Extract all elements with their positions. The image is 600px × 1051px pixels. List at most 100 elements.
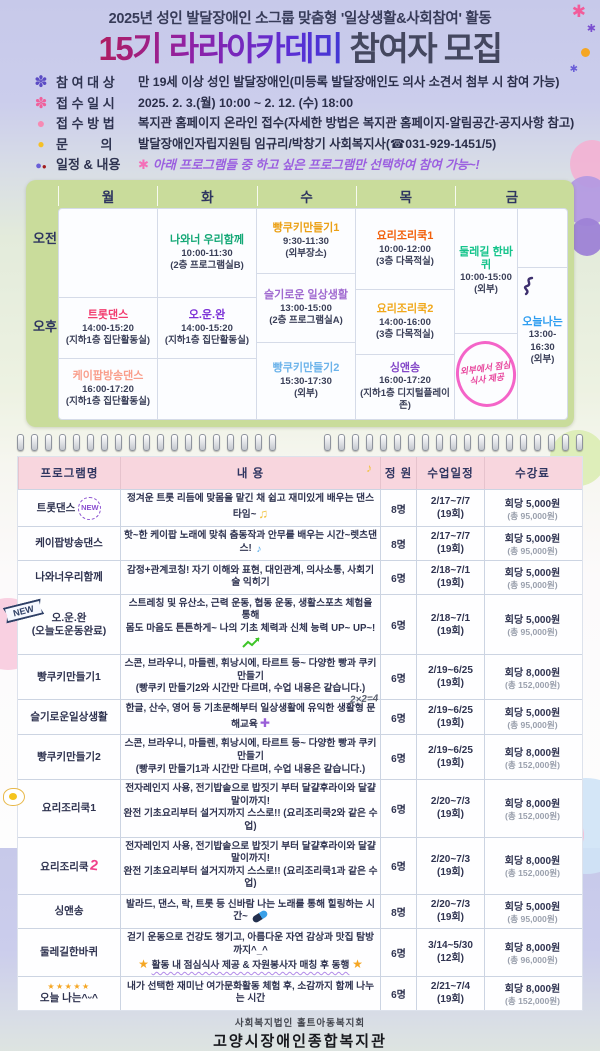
star-icon: ★ <box>138 957 149 972</box>
music-note-icon: ♫ <box>258 505 269 521</box>
binder-ring <box>213 434 220 452</box>
binder-ring <box>548 434 555 452</box>
day-thu: 목 <box>355 186 455 207</box>
info-row-method: ● 접 수 방 법 복지관 홈페이지 온라인 접수(자세한 방법은 복지관 홈페… <box>26 116 600 132</box>
binder-ring <box>422 434 429 452</box>
header: 2025년 성인 발달장애인 소그룹 맞춤형 '일상생활&사회참여' 활동 15… <box>0 0 600 67</box>
program-row-baking1: 빵쿠키만들기1 스콘, 브라우니, 마들렌, 휘낭시에, 타르트 등~ 다양한 … <box>18 654 582 700</box>
col-header-schedule: 수업일정 <box>416 457 484 490</box>
pink-number-2: 2 <box>88 857 99 875</box>
program-row-you-and-me: 나와너우리함께 감정+관계코칭! 자기 이해와 표현, 대인관계, 의사소통, … <box>18 559 582 594</box>
program-row-o-un-wan: NEW 오.운.완 (오늘도운동완료) 스트레칭 및 유산소, 근력 운동, 협동 … <box>18 593 582 655</box>
lunch-note-cell: 외부에서 점심식사 제공 <box>451 334 521 414</box>
info-label: 문 의 <box>56 136 113 152</box>
program-row-kpop-dance: 케이팝방송댄스 핫~한 케이팝 노래에 맞춰 춤동작과 안무를 배우는 시간~렛… <box>18 525 582 560</box>
ring-group <box>324 434 583 452</box>
binder-ring <box>129 434 136 452</box>
program-row-today-i: ★★★★★ 오늘 나는^ᵕ^ 내가 선택한 재미난 여가문화활동 체험 후, 소감… <box>18 975 582 1010</box>
info-label: 참 여 대 상 <box>56 75 115 91</box>
col-header-fee: 수강료 <box>484 457 580 490</box>
column-fri-right: 오늘나는 13:00-16:30 (외부) <box>517 209 567 420</box>
math-doodle: 2×2=4 <box>349 693 379 706</box>
class-cell-baking2: 빵쿠키만들기2 15:30-17:30 (외부) <box>272 362 340 399</box>
col-header-capacity: 정 원 <box>380 457 416 490</box>
binder-ring <box>352 434 359 452</box>
info-section: ✽ 참 여 대 상 만 19세 이상 성인 발달장애인(미등록 발달장애인도 의… <box>26 75 600 174</box>
binder-ring <box>17 434 24 452</box>
up-arrow-icon <box>241 636 260 648</box>
program-table: 프로그램명 내 용 ♪ 정 원 수업일정 수강료 트롯댄스 NEW 정겨운 트롯 리… <box>17 456 583 1011</box>
schedule-note: 아래 프로그램들 중 하고 싶은 프로그램만 선택하여 참여 가능~! <box>152 158 480 173</box>
welfare-center-name: 고양시장애인종합복지관 <box>213 1032 387 1050</box>
binder-ring <box>59 434 66 452</box>
program-row-cook1: 요리조리쿡1 전자레인지 사용, 전기밥솥으로 밥짓기 부터 달걀후라이와 달걀… <box>3 779 582 837</box>
info-value: 만 19세 이상 성인 발달장애인(미등록 발달장애인도 의사 소견서 첨부 시… <box>138 75 560 90</box>
column-thu: 요리조리쿡1 10:00-12:00 (3층 다목적실) 요리조리쿡2 14:0… <box>355 209 454 420</box>
day-wed: 수 <box>256 186 356 207</box>
info-row-schedule: ●● 일정 & 내용 ✱ 아래 프로그램들 중 하고 싶은 프로그램만 선택하여 … <box>26 157 600 174</box>
info-value: ✱ 아래 프로그램들 중 하고 싶은 프로그램만 선택하여 참여 가능~! <box>138 157 600 173</box>
sparkle-icon: ✱ <box>571 2 586 21</box>
col-header-name: 프로그램명 <box>18 457 120 490</box>
program-row-trail-walk: 둘레길한바퀴 걷기 운동으로 건강도 챙기고, 아름다운 자연 감상과 맛집 탐… <box>18 927 582 976</box>
poster-subtitle: 2025년 성인 발달장애인 소그룹 맞춤형 '일상생활&사회참여' 활동 <box>108 11 492 27</box>
sparkle-icon: ✱ <box>569 64 578 75</box>
program-row-baking2: 빵쿠키만들기2 스콘, 브라우니, 마들렌, 휘낭시에, 타르트 등~ 다양한 … <box>18 734 582 780</box>
weekly-timetable: 월 화 수 목 금 오전 오후 트롯댄스 14:00-15:20 (지하1층 집… <box>26 180 574 428</box>
binder-ring <box>241 434 248 452</box>
binder-ring <box>436 434 443 452</box>
class-cell-o-un-wan: 오.운.완 14:00-15:20 (지하1층 집단활동실) <box>158 298 256 360</box>
column-tue: 나와너 우리함께 10:00-11:30 (2층 프로그램실B) 오.운.완 1… <box>157 209 256 420</box>
binder-ring <box>115 434 122 452</box>
binder-ring <box>492 434 499 452</box>
binder-ring <box>143 434 150 452</box>
binder-ring <box>199 434 206 452</box>
class-cell-sing-and-song: 싱앤송 16:00-17:20 (지하1층 디지털플레이존) <box>360 362 450 412</box>
class-cell-trail-walk: 둘레길 한바퀴 10:00-15:00 (외부) <box>455 209 517 335</box>
binder-ring <box>31 434 38 452</box>
binder-ring <box>464 434 471 452</box>
column-fri-left: 둘레길 한바퀴 10:00-15:00 (외부) 외부에서 점심식사 제공 <box>451 209 521 419</box>
binder-ring <box>450 434 457 452</box>
title-gradient-part: 15기 라라아카데미 <box>98 30 343 67</box>
binder-ring <box>87 434 94 452</box>
column-mon: 트롯댄스 14:00-15:20 (지하1층 집단활동실) 케이팝방송댄스 16… <box>59 209 157 419</box>
organization-name: 사회복지법인 홀트아동복지회 <box>234 1017 366 1029</box>
ring-group <box>17 434 276 452</box>
info-label: 접 수 일 시 <box>56 95 115 111</box>
class-cell-trot-dance: 트롯댄스 14:00-15:20 (지하1층 집단활동실) <box>59 298 157 360</box>
timetable-grid: 트롯댄스 14:00-15:20 (지하1층 집단활동실) 케이팝방송댄스 16… <box>58 208 568 421</box>
flower-icon: ✱ <box>138 157 149 173</box>
binder-ring <box>269 434 276 452</box>
column-wed: 빵쿠키만들기1 9:30-11:30 (외부장소) 슬기로운 일상생활 13:0… <box>256 209 355 420</box>
program-row-sing-and-song: 싱앤송 발라드, 댄스, 락, 트롯 등 신바람 나는 노래를 통해 힐링하는 … <box>18 893 582 928</box>
squiggle-icon <box>523 277 534 296</box>
binder-ring <box>227 434 234 452</box>
flower-icon: ✽ <box>34 74 48 92</box>
binder-ring <box>255 434 262 452</box>
timetable-day-header: 월 화 수 목 금 <box>32 184 568 208</box>
timetable-period-rail: 오전 오후 <box>32 208 58 420</box>
day-fri: 금 <box>455 186 568 207</box>
binder-ring <box>506 434 513 452</box>
program-table-header: 프로그램명 내 용 ♪ 정 원 수업일정 수강료 <box>18 457 582 490</box>
binder-ring <box>394 434 401 452</box>
info-label: 접 수 방 법 <box>56 116 115 132</box>
fried-egg-icon <box>3 788 25 807</box>
binder-ring <box>408 434 415 452</box>
music-note-icon: ♪ <box>256 544 262 556</box>
class-cell-kpop-dance: 케이팝방송댄스 16:00-17:20 (지하1층 집단활동실) <box>65 370 151 407</box>
binder-ring <box>73 434 80 452</box>
day-tue: 화 <box>157 186 256 207</box>
binder-ring <box>380 434 387 452</box>
program-row-trot-dance: 트롯댄스 NEW 정겨운 트롯 리듬에 맞몸을 맡긴 채 쉽고 재미있게 배우는 … <box>18 489 582 526</box>
lunch-note-text: 외부에서 점심식사 제공 <box>459 359 512 387</box>
period-pm-label: 오후 <box>33 319 57 335</box>
dot-icon <box>581 48 590 57</box>
binder-ring <box>338 434 345 452</box>
info-label: 일정 & 내용 <box>56 157 121 173</box>
info-row-contact: ● 문 의 발달장애인자립지원팀 임규리/박창기 사회복지사(☎031-929-… <box>26 137 600 152</box>
class-cell-today-i: 오늘나는 13:00-16:30 (외부) <box>518 268 567 414</box>
class-cell-wise-daily-life: 슬기로운 일상생활 13:00-15:00 (2층 프로그램실A) <box>257 274 355 344</box>
